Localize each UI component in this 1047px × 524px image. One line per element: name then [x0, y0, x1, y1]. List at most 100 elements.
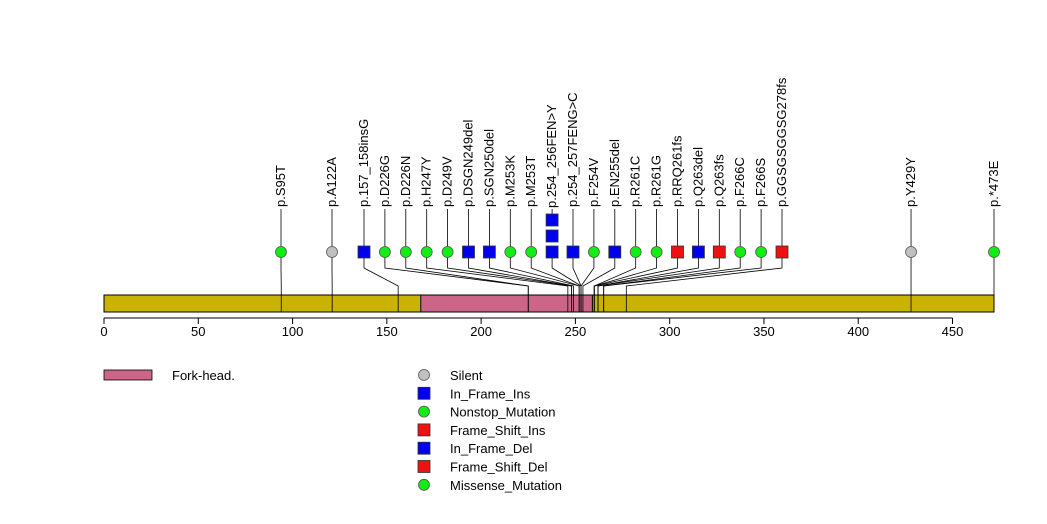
connector-lines	[280, 209, 995, 295]
legend-domain-swatch-0	[103, 369, 153, 381]
mutation-label-14: p.EN255del	[607, 139, 622, 207]
mutation-label-16: p.R261G	[649, 155, 664, 207]
mutation-label-12: p.254_257FENG>C	[565, 92, 580, 207]
domain-mutation-marks	[280, 295, 995, 312]
legend-type-symbol-1	[417, 386, 431, 400]
marker-11-1	[545, 229, 559, 243]
mutation-label-21: p.F266S	[753, 158, 768, 207]
domain-regions	[420, 294, 593, 313]
mutation-label-7: p.DSGN249del	[461, 119, 476, 207]
marker-7-0	[462, 245, 475, 259]
mutation-label-2: p.157_158insG	[356, 119, 371, 207]
legend-type-label-0: Silent	[450, 368, 483, 383]
domain-0	[420, 294, 593, 313]
tick-label-450: 450	[942, 324, 964, 339]
connector-20	[603, 252, 741, 295]
marker-15-0	[629, 246, 642, 258]
tick-label-250: 250	[565, 324, 587, 339]
marker-24-0	[988, 246, 1000, 258]
connector-19	[597, 252, 720, 295]
marker-10-0	[525, 246, 538, 258]
legend-type-label-3: Frame_Shift_Ins	[450, 423, 546, 438]
mutation-label-15: p.R261C	[628, 156, 643, 207]
connector-22	[625, 252, 783, 295]
legend-type-label-4: In_Frame_Del	[450, 441, 532, 456]
connector-13	[580, 252, 595, 295]
marker-2-0	[357, 245, 371, 259]
mutation-label-17: p.RRQ261fs	[670, 135, 685, 207]
tick-label-0: 0	[100, 324, 107, 339]
connector-8	[488, 252, 574, 295]
marker-6-0	[441, 246, 454, 258]
mutation-label-1: p.A122A	[324, 157, 339, 207]
marker-16-0	[650, 246, 663, 258]
legend-type-label-5: Frame_Shift_Del	[450, 460, 548, 475]
tick-label-50: 50	[191, 324, 205, 339]
tick-label-200: 200	[470, 324, 492, 339]
mutation-label-9: p.M253K	[502, 155, 517, 207]
legend-type-symbol-4	[417, 441, 431, 455]
marker-17-0	[671, 245, 684, 259]
marker-20-0	[734, 246, 747, 258]
legend-type-symbol-5	[417, 460, 431, 473]
marker-5-0	[420, 246, 433, 258]
legend-type-symbol-0	[418, 369, 430, 381]
mutation-label-6: p.D249V	[440, 156, 455, 207]
mutation-label-13: p.F254V	[586, 158, 601, 207]
mutation-label-24: p.*473E	[986, 160, 1001, 207]
mutation-label-19: p.Q263fs	[711, 154, 726, 207]
connector-2	[363, 252, 399, 295]
marker-11-2	[545, 213, 559, 227]
marker-19-0	[712, 245, 726, 259]
marker-12-0	[566, 245, 580, 259]
marker-14-0	[608, 245, 622, 259]
legend-type-label-2: Nonstop_Mutation	[450, 405, 556, 420]
connector-4	[405, 252, 529, 295]
mutation-markers	[275, 213, 1000, 259]
tick-label-300: 300	[659, 324, 681, 339]
connector-17	[593, 252, 678, 295]
marker-0-0	[275, 246, 287, 258]
mutation-label-5: p.H247Y	[419, 156, 434, 207]
tick-label-350: 350	[753, 324, 775, 339]
mutation-labels: p.S95T p.A122A p.157_158insG p.D226G p.D226N…	[273, 77, 1001, 208]
mutation-label-8: p.SGN250del	[481, 129, 496, 207]
legend-type-label-6: Missense_Mutation	[450, 478, 562, 493]
tick-label-400: 400	[847, 324, 869, 339]
mutation-label-23: p.Y429Y	[903, 157, 918, 207]
marker-23-0	[905, 246, 917, 258]
legend-type-symbol-6	[418, 478, 430, 491]
tick-label-100: 100	[282, 324, 304, 339]
mutation-label-10: p.M253T	[523, 156, 538, 207]
mutation-label-18: p.Q263del	[690, 147, 705, 207]
marker-1-0	[326, 246, 338, 258]
marker-4-0	[399, 246, 412, 258]
marker-18-0	[692, 245, 705, 259]
marker-9-0	[504, 246, 517, 258]
marker-21-0	[755, 246, 767, 258]
x-axis: 0 50 100 150 200 250 300 350 400 450	[100, 317, 964, 339]
domain-legend: Fork-head.	[103, 368, 235, 383]
connector-12	[572, 252, 582, 295]
legend-type-symbol-2	[418, 405, 430, 418]
connector-14	[582, 252, 616, 295]
mutation-label-4: p.D226N	[398, 156, 413, 207]
tick-label-150: 150	[376, 324, 398, 339]
connector-7	[468, 252, 573, 295]
legend-type-label-1: In_Frame_Ins	[450, 386, 531, 401]
mutation-label-20: p.F266C	[732, 157, 747, 207]
marker-8-0	[482, 245, 496, 259]
mutation-label-11: p.254_256FEN>Y	[544, 104, 559, 208]
mutation-label-0: p.S95T	[273, 165, 288, 207]
legend-domain-label-0: Fork-head.	[172, 368, 235, 383]
marker-13-0	[588, 246, 600, 258]
marker-22-0	[775, 245, 789, 259]
mutation-label-3: p.D226G	[377, 155, 392, 207]
connector-5	[426, 252, 569, 295]
connector-21	[603, 252, 762, 295]
connector-6	[447, 252, 573, 295]
mutation-label-22: p.GGSGSGGSG278fs	[774, 77, 789, 207]
connector-10	[530, 252, 580, 295]
connector-3	[384, 252, 529, 295]
